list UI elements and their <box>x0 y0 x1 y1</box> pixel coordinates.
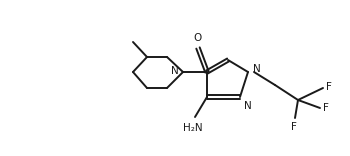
Text: N: N <box>253 64 261 74</box>
Text: F: F <box>291 122 297 132</box>
Text: F: F <box>326 82 332 92</box>
Text: F: F <box>323 103 329 113</box>
Text: O: O <box>193 33 201 43</box>
Text: N: N <box>171 66 179 76</box>
Text: H₂N: H₂N <box>183 123 203 133</box>
Text: N: N <box>244 101 252 111</box>
